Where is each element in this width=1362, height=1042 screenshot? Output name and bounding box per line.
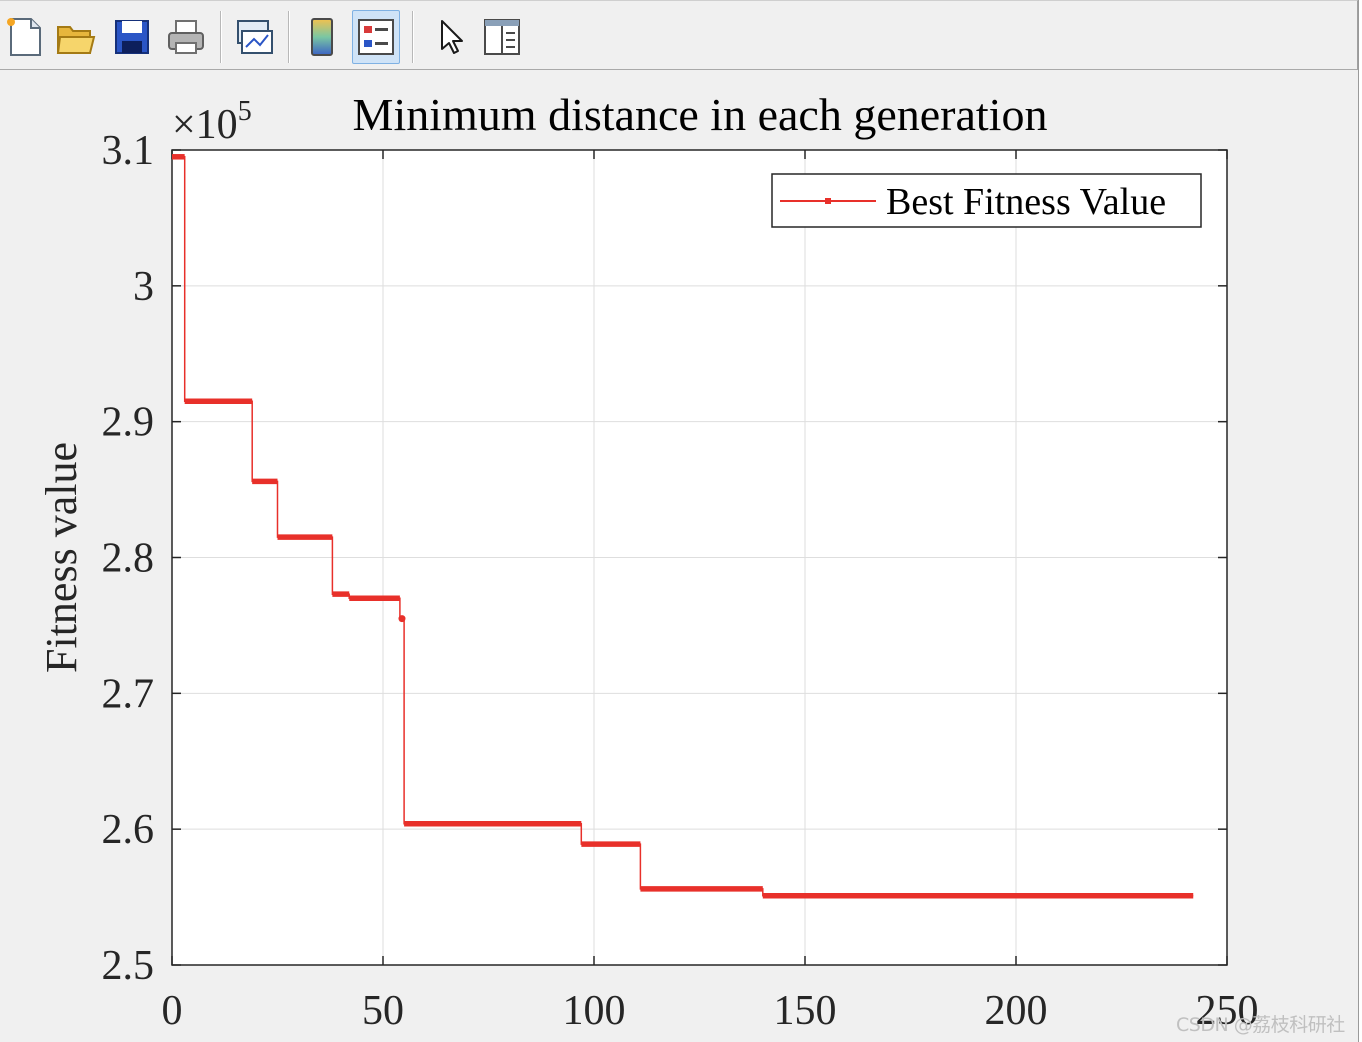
y-tick-label: 2.8	[102, 536, 155, 582]
toolbar-separator	[288, 11, 290, 63]
toolbar-separator	[412, 11, 414, 63]
y-exponent-label: ×105	[172, 96, 252, 148]
x-tick-label: 100	[563, 988, 626, 1034]
y-tick-label: 2.9	[102, 400, 155, 446]
colorbar-icon	[311, 18, 333, 56]
chart-title: Minimum distance in each generation	[353, 89, 1048, 140]
y-axis-label: Fitness value	[37, 442, 86, 673]
edit-plot-button[interactable]	[426, 10, 474, 64]
property-inspector-button[interactable]	[478, 10, 526, 64]
series-data-point	[398, 615, 406, 623]
axes-box	[171, 149, 1228, 966]
y-tick-labels: 2.5 2.6 2.7 2.8 2.9 3 3.1	[102, 128, 155, 989]
legend[interactable]: Best Fitness Value	[771, 173, 1202, 228]
legend-button[interactable]	[352, 10, 400, 64]
link-plot-icon	[237, 20, 273, 54]
x-tick-label: 50	[362, 988, 404, 1034]
y-tick-label: 3	[133, 264, 154, 310]
y-tick-label: 2.6	[102, 807, 155, 853]
x-tick-label: 200	[985, 988, 1048, 1034]
print-button[interactable]	[162, 10, 210, 64]
fitness-chart: 0 50 100 150 200 250 2.5 2.6 2.7 2.8 2.9 3 3.1 ×105…	[37, 89, 1259, 1034]
link-plot-button[interactable]	[230, 10, 278, 64]
x-tick-label: 150	[774, 988, 837, 1034]
x-tick-labels: 0 50 100 150 200 250	[162, 988, 1259, 1034]
figure-toolbar	[0, 0, 1358, 70]
y-tick-label: 2.7	[102, 671, 155, 717]
window-edge	[1358, 0, 1362, 1042]
open-file-icon	[56, 26, 96, 54]
open-file-button[interactable]	[52, 10, 100, 64]
property-inspector-icon	[484, 19, 520, 55]
y-tick-label: 3.1	[102, 128, 155, 174]
save-button[interactable]	[108, 10, 156, 64]
legend-entry-label: Best Fitness Value	[886, 181, 1166, 223]
x-tick-label: 0	[162, 988, 183, 1034]
colorbar-button[interactable]	[298, 10, 346, 64]
legend-marker	[825, 198, 831, 204]
x-tick-label: 250	[1196, 988, 1259, 1034]
series-layer	[172, 154, 1194, 899]
edit-plot-cursor-icon	[441, 20, 463, 54]
new-figure-button[interactable]	[0, 10, 48, 64]
watermark: CSDN @荔枝科研社	[1176, 1014, 1345, 1036]
legend-icon	[358, 19, 394, 55]
print-icon	[168, 20, 204, 54]
new-figure-icon	[7, 18, 41, 56]
y-tick-label: 2.5	[102, 943, 155, 989]
save-icon	[115, 20, 149, 54]
toolbar-separator	[220, 11, 222, 63]
